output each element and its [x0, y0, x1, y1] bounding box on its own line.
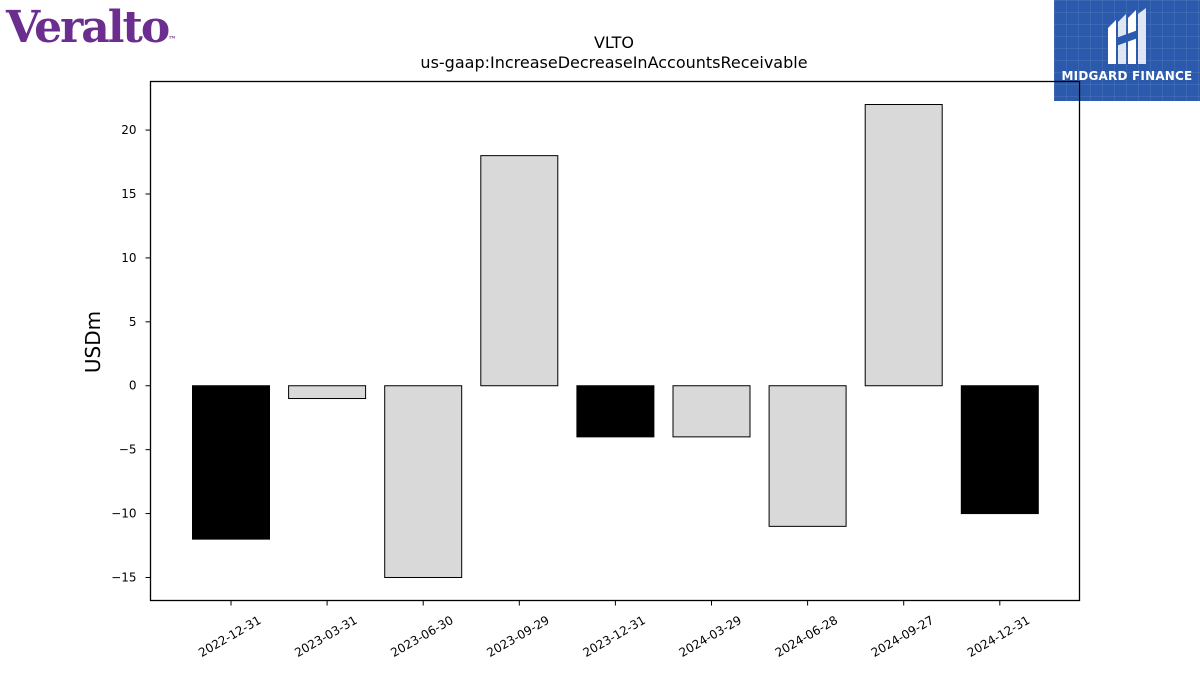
x-tick-label: 2023-09-29: [484, 613, 551, 660]
x-tick-label: 2023-12-31: [580, 613, 647, 660]
bar-2023-12-31: [576, 385, 655, 438]
badge-grid-pattern: [1054, 0, 1200, 101]
x-tick-label: 2024-09-27: [869, 613, 936, 660]
y-axis-label: USDm: [81, 311, 105, 373]
bar-2024-09-27: [864, 104, 943, 387]
bar-2024-06-28: [768, 385, 847, 527]
bar-2024-12-31: [960, 385, 1039, 515]
y-tick-label: −5: [119, 443, 137, 457]
chart-subtitle: us-gaap:IncreaseDecreaseInAccountsReceiv…: [420, 53, 807, 72]
y-tick-label: 10: [121, 251, 136, 265]
y-tick-label: 20: [121, 123, 136, 137]
y-tick-label: 5: [129, 315, 137, 329]
y-tick-label: −15: [111, 570, 136, 584]
y-tick-label: −10: [111, 507, 136, 521]
bar-2024-03-29: [672, 385, 751, 438]
y-axis-ticks: 20 15 10 5 0 −5 −10 −15: [111, 123, 151, 584]
publisher-name: MIDGARD FINANCE: [1061, 69, 1193, 83]
publisher-badge: MIDGARD FINANCE: [1054, 0, 1200, 101]
x-tick-label: 2024-06-28: [773, 613, 840, 660]
company-logo: Veralto™: [6, 2, 176, 65]
chart-title: VLTO: [594, 33, 634, 52]
bar-2023-03-31: [288, 385, 367, 400]
bar-2023-09-29: [480, 155, 559, 387]
y-tick-label: 0: [129, 379, 137, 393]
x-axis-ticks: 2022-12-31 2023-03-31 2023-06-30 2023-09-29…: [196, 600, 1032, 660]
plot-area-frame: [149, 80, 1081, 602]
y-tick-label: 15: [121, 187, 136, 201]
bar-2023-06-30: [384, 385, 463, 578]
bars-group: [192, 104, 1039, 578]
x-tick-label: 2024-12-31: [965, 613, 1032, 660]
company-logo-text: Veralto: [6, 2, 170, 53]
x-tick-label: 2024-03-29: [677, 613, 744, 660]
bar-2022-12-31: [192, 385, 270, 540]
trademark-mark: ™: [168, 34, 177, 44]
midgard-m-icon: [1108, 8, 1146, 64]
x-tick-label: 2023-06-30: [388, 613, 455, 660]
x-tick-label: 2023-03-31: [292, 613, 359, 660]
x-tick-label: 2022-12-31: [196, 613, 263, 660]
